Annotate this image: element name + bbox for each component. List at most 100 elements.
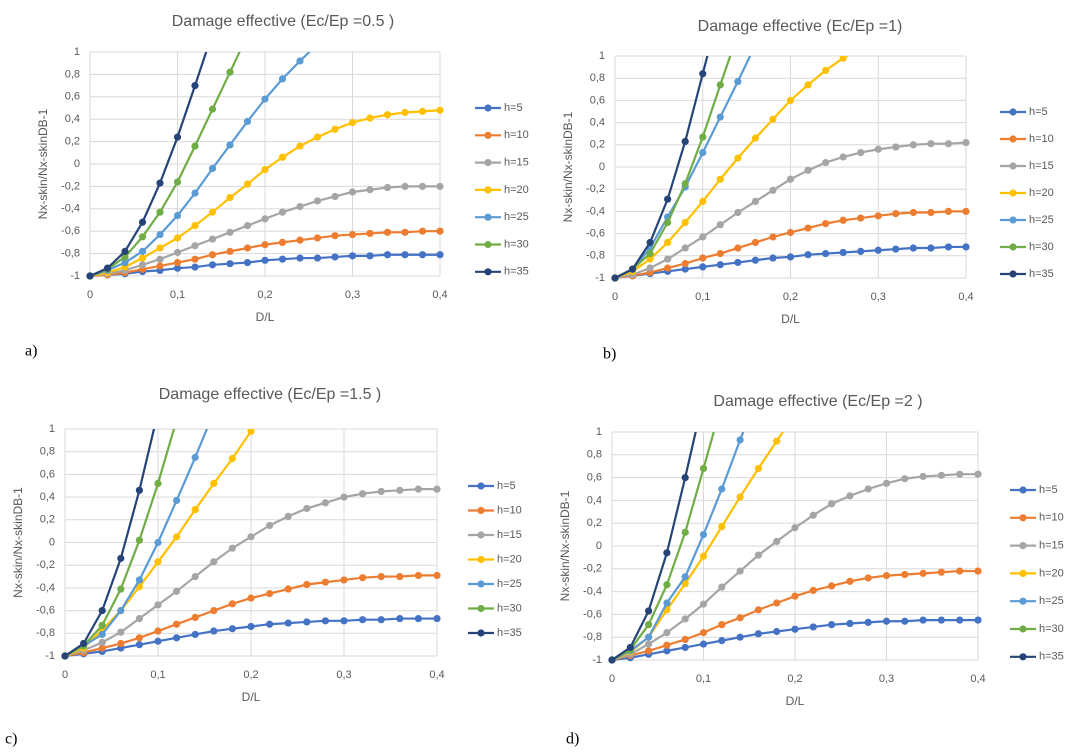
data-point — [121, 258, 129, 267]
panel-label: c) — [5, 731, 17, 748]
data-point — [734, 154, 742, 162]
data-point — [121, 247, 129, 255]
y-tick-label: -1 — [595, 272, 605, 284]
data-point — [751, 238, 760, 247]
data-point — [191, 505, 199, 514]
x-axis-title: D/L — [242, 690, 261, 704]
data-point — [919, 472, 927, 481]
data-point — [736, 614, 744, 622]
data-point — [173, 620, 181, 628]
data-point — [974, 567, 982, 575]
data-point — [927, 208, 935, 217]
data-point — [173, 416, 180, 423]
series-line — [89, 52, 208, 278]
data-point — [909, 141, 917, 149]
legend-label: h=10 — [1039, 512, 1064, 524]
x-tick-label: 0,1 — [170, 289, 185, 301]
data-point — [700, 394, 707, 401]
data-point — [664, 195, 672, 203]
series-line — [611, 432, 697, 661]
data-point — [804, 224, 812, 232]
data-point — [296, 236, 304, 244]
data-point — [791, 410, 798, 417]
data-point — [809, 623, 817, 631]
data-point — [191, 255, 199, 263]
data-point — [716, 81, 724, 89]
data-point — [736, 436, 744, 444]
plot-area — [61, 416, 441, 660]
legend-marker — [484, 131, 492, 139]
data-point — [191, 630, 199, 639]
data-point — [663, 629, 671, 637]
data-point — [839, 216, 847, 224]
data-point — [396, 614, 404, 623]
data-point — [98, 644, 106, 652]
data-point — [791, 625, 799, 633]
data-point — [944, 207, 953, 215]
y-tick-label: -0,6 — [583, 608, 602, 620]
series-line — [64, 429, 255, 658]
y-tick-label: -0,8 — [36, 627, 55, 639]
data-point — [769, 115, 777, 123]
y-tick-label: -0,8 — [586, 250, 605, 262]
data-point — [313, 234, 322, 242]
data-point — [135, 536, 143, 544]
x-tick-label: 0,1 — [150, 669, 165, 681]
data-point — [418, 227, 427, 235]
y-tick-label: -0,8 — [61, 248, 80, 260]
x-tick-label: 0,3 — [345, 289, 360, 301]
data-point — [366, 252, 374, 260]
legend-marker — [484, 159, 492, 167]
legend-label: h=25 — [497, 578, 522, 590]
legend-label: h=5 — [1029, 106, 1048, 118]
legend-marker — [1019, 542, 1027, 550]
legend-marker — [1009, 162, 1017, 170]
chart-panel: Damage effective (Ec/Ep =2 ) d) -1 -0,8 -0,6… — [558, 393, 1064, 748]
chart-title: Damage effective (Ec/Ep =2 ) — [713, 393, 922, 410]
data-point — [716, 261, 724, 269]
y-tick-label: 0,2 — [40, 514, 55, 526]
data-point — [103, 264, 112, 272]
chart-title: Damage effective (Ec/Ep =0.5 ) — [172, 13, 394, 30]
data-point — [156, 208, 164, 216]
y-axis-title: Nx-skin/Nx-skinDB-1 — [36, 108, 50, 219]
data-point — [348, 230, 357, 239]
data-point — [822, 66, 830, 75]
x-axis-title: D/L — [256, 310, 275, 324]
y-tick-label: -0,6 — [36, 605, 55, 617]
data-point — [681, 573, 689, 581]
data-point — [892, 245, 900, 253]
data-point — [247, 622, 255, 631]
data-point — [284, 512, 292, 520]
data-point — [769, 254, 777, 262]
data-point — [646, 249, 654, 258]
data-point — [716, 113, 724, 121]
x-tick-label: 0,3 — [871, 291, 886, 303]
legend-marker — [1009, 189, 1017, 197]
data-point — [681, 137, 689, 146]
data-point — [681, 643, 689, 652]
data-point — [247, 429, 255, 435]
data-point — [857, 247, 865, 255]
data-point — [828, 582, 836, 590]
data-point — [716, 175, 724, 183]
legend-label: h=25 — [1029, 214, 1054, 226]
data-point — [121, 253, 129, 261]
data-point — [418, 107, 427, 115]
data-point — [284, 619, 292, 627]
data-point — [261, 95, 269, 103]
data-point — [348, 188, 357, 196]
y-tick-label: -0,6 — [586, 228, 605, 240]
data-point — [822, 220, 830, 228]
data-point — [173, 533, 181, 541]
data-point — [699, 600, 708, 608]
data-point — [303, 504, 311, 513]
data-point — [303, 618, 311, 626]
y-tick-label: 0,2 — [65, 136, 80, 148]
plot-area — [86, 52, 444, 280]
data-point — [846, 577, 854, 585]
panel-label: d) — [566, 731, 579, 748]
y-tick-label: 1 — [596, 426, 602, 438]
data-point — [892, 143, 900, 151]
data-point — [773, 437, 781, 445]
